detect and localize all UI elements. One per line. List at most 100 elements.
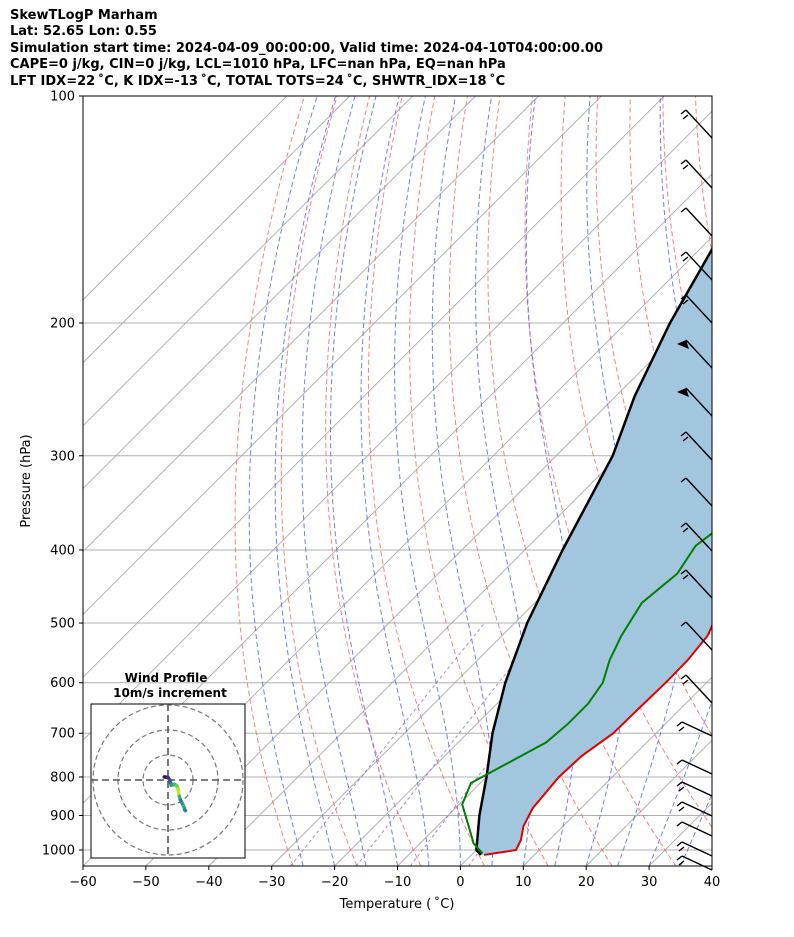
barb-shaft xyxy=(681,801,713,817)
barb-feather xyxy=(678,846,685,852)
wind-barbs xyxy=(676,109,713,871)
isotherm-line xyxy=(711,865,712,866)
wind-barb xyxy=(680,207,713,237)
wind-barb xyxy=(676,781,713,797)
dry-adiabat xyxy=(367,96,485,866)
x-tick-label: −50 xyxy=(132,875,159,890)
dry-adiabat xyxy=(761,96,794,866)
wind-barb xyxy=(680,431,713,461)
moist-adiabat xyxy=(360,96,430,866)
mixing-ratio-line xyxy=(355,622,546,866)
plot-area xyxy=(83,96,794,866)
barb-feather xyxy=(676,801,683,807)
barb-shaft xyxy=(681,781,713,797)
moist-adiabat xyxy=(711,864,712,866)
y-tick-label: 1000 xyxy=(42,844,75,859)
barb-shaft xyxy=(681,721,713,737)
isotherm-line xyxy=(83,96,288,301)
stability-indices: LFT IDX=22 ˚C, K IDX=-13 ˚C, TOTAL TOTS=… xyxy=(10,73,506,89)
barb-feather xyxy=(680,431,687,437)
barb-shaft xyxy=(681,855,713,871)
hodograph-title: Wind Profile xyxy=(125,671,208,685)
isotherm-line xyxy=(83,110,712,741)
moist-adiabat xyxy=(301,96,367,866)
x-tick-label: 30 xyxy=(641,875,658,890)
moist-adiabat xyxy=(617,96,699,866)
wind-barb xyxy=(677,387,713,417)
isotherm-line xyxy=(522,676,712,866)
x-axis-label: Temperature ( ˚C) xyxy=(339,896,455,912)
isotherm-line xyxy=(145,299,712,866)
wind-barb xyxy=(680,674,713,704)
y-tick-label: 600 xyxy=(50,676,75,691)
dewpoint-line xyxy=(461,532,712,854)
wind-barb xyxy=(676,841,713,857)
barb-shaft xyxy=(685,339,713,369)
hodograph-segment xyxy=(183,808,188,813)
barb-feather xyxy=(678,806,685,812)
y-tick-label: 700 xyxy=(50,727,75,742)
barb-shaft xyxy=(685,522,713,552)
x-tick-label: 20 xyxy=(578,875,595,890)
barb-feather xyxy=(678,786,685,792)
barb-feather xyxy=(682,299,689,305)
dry-adiabat xyxy=(325,96,422,866)
x-tick-label: −10 xyxy=(384,875,411,890)
x-tick-label: −30 xyxy=(258,875,285,890)
dry-adiabat xyxy=(524,96,712,829)
barb-feather xyxy=(680,674,687,680)
axes: −60 −50 −40 −30 −20 −10 0 10 20 30 40 100 200 300 400 5… xyxy=(42,90,720,891)
x-tick-label: 10 xyxy=(515,875,532,890)
barb-shaft xyxy=(685,294,713,324)
barb-feather xyxy=(682,256,689,262)
x-tick-label: 40 xyxy=(704,875,721,890)
x-tick-label: 0 xyxy=(456,875,464,890)
barb-shaft xyxy=(685,431,713,461)
barb-shaft xyxy=(685,207,713,237)
y-axis-label: Pressure (hPa) xyxy=(19,434,34,527)
barb-feather xyxy=(676,721,683,727)
barb-shaft xyxy=(685,159,713,189)
barb-shaft xyxy=(681,759,713,775)
barb-feather xyxy=(678,860,685,866)
isotherm-line xyxy=(83,96,351,364)
isotherm-line xyxy=(775,96,794,866)
simulation-time: Simulation start time: 2024-04-09_00:00:… xyxy=(10,40,603,56)
parcel-profile-line xyxy=(475,247,712,856)
wind-barb xyxy=(680,621,713,651)
wind-barb xyxy=(680,522,713,552)
wind-barb xyxy=(676,721,713,737)
barb-feather xyxy=(680,569,687,575)
wind-barb xyxy=(680,159,713,189)
dry-adiabat xyxy=(280,96,358,866)
wind-barb xyxy=(680,569,713,599)
wind-barb xyxy=(680,294,713,324)
y-tick-label: 900 xyxy=(50,809,75,824)
barb-feather xyxy=(682,114,689,120)
wind-barb xyxy=(676,801,713,817)
convective-parameters: CAPE=0 j/kg, CIN=0 j/kg, LCL=1010 hPa, L… xyxy=(10,57,506,73)
dry-adiabat xyxy=(234,96,305,866)
barb-feather xyxy=(682,527,689,533)
isotherm-line xyxy=(83,96,476,490)
isotherm-line xyxy=(397,550,712,866)
barb-shaft xyxy=(685,387,713,417)
dry-adiabat xyxy=(595,96,712,640)
barb-shaft xyxy=(685,621,713,651)
moist-adiabat xyxy=(248,96,318,866)
moist-adiabat xyxy=(274,96,337,866)
dry-adiabat xyxy=(728,96,794,866)
barb-feather xyxy=(680,251,687,257)
x-tick-label: −40 xyxy=(195,875,222,890)
barb-shaft xyxy=(685,477,713,507)
temperature-line xyxy=(483,623,712,856)
isotherm-line xyxy=(83,96,665,678)
barb-feather xyxy=(676,841,683,847)
isotherm-line xyxy=(83,96,414,427)
wind-barb xyxy=(676,759,713,775)
moist-adiabat xyxy=(431,96,495,866)
plot-clip-group xyxy=(83,96,794,866)
wind-profile-inset xyxy=(90,703,246,859)
barb-feather xyxy=(680,522,687,528)
